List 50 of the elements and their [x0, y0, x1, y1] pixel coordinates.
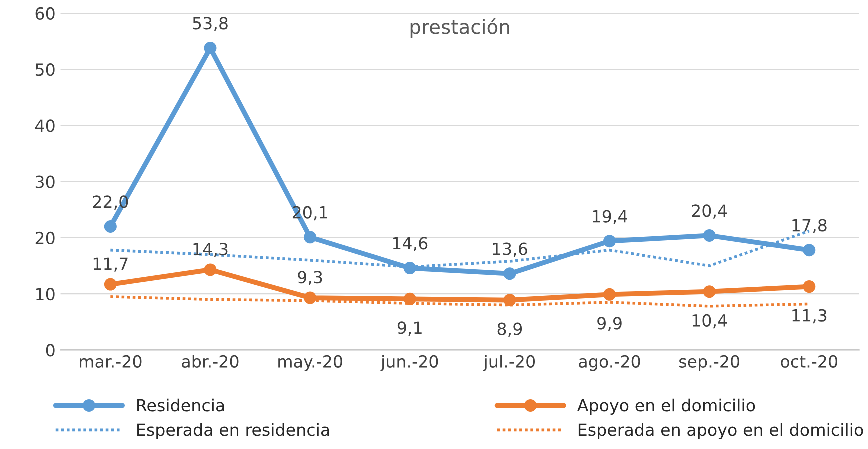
x-tick-label: abr.-20: [182, 355, 239, 368]
x-tick-label: oct.-20: [781, 355, 838, 368]
x-tick-label: jul.-20: [483, 355, 536, 372]
x-tick-label: jun.-20: [380, 355, 438, 372]
chart-title: prestación: [410, 18, 510, 38]
data-label: 9,9: [598, 317, 622, 332]
point: [404, 262, 416, 275]
point: [604, 288, 616, 301]
x-tick-label: sep.-20: [679, 355, 740, 372]
data-label: 17,8: [792, 219, 827, 234]
data-label: 53,8: [193, 17, 228, 32]
legend-label: Esperada en apoyo en el domicilio: [578, 423, 864, 440]
legend-label: Esperada en residencia: [138, 423, 330, 440]
y-tick-label: 40: [36, 120, 55, 132]
point: [504, 268, 516, 280]
data-label: 8,9: [498, 322, 522, 338]
data-label: 13,6: [493, 242, 528, 258]
point: [404, 292, 416, 306]
data-label: 11,3: [792, 309, 827, 324]
y-tick-label: 60: [36, 7, 55, 20]
data-label: 14,3: [194, 243, 228, 258]
y-tick-label: 50: [36, 64, 55, 76]
point: [703, 286, 716, 298]
point: [104, 278, 117, 291]
point: [304, 292, 317, 304]
point: [604, 235, 616, 248]
point: [204, 264, 217, 276]
point: [803, 280, 816, 294]
point: [504, 294, 516, 307]
y-tick-label: 20: [36, 232, 55, 245]
y-tick-label: 0: [46, 344, 55, 357]
data-label: 11,7: [94, 258, 128, 272]
data-label: 9,3: [298, 271, 322, 286]
point: [204, 42, 217, 55]
x-tick-label: mar.-20: [80, 355, 142, 368]
data-label: 10,4: [692, 314, 728, 329]
x-tick-label: ago.-20: [579, 355, 640, 372]
data-label: 9,1: [398, 322, 422, 336]
legend-label: Apoyo en el domicilio: [577, 398, 756, 416]
data-label: 20,4: [692, 204, 728, 219]
point: [104, 220, 117, 233]
x-tick-label: may.-20: [278, 355, 342, 372]
data-label: 14,6: [393, 237, 428, 252]
point: [803, 244, 816, 257]
legend-label: Residencia: [138, 398, 224, 412]
point: [304, 231, 317, 244]
point: [703, 229, 716, 242]
y-tick-label: 30: [36, 176, 55, 188]
data-label: 19,4: [593, 210, 628, 225]
y-tick-label: 10: [36, 288, 55, 301]
